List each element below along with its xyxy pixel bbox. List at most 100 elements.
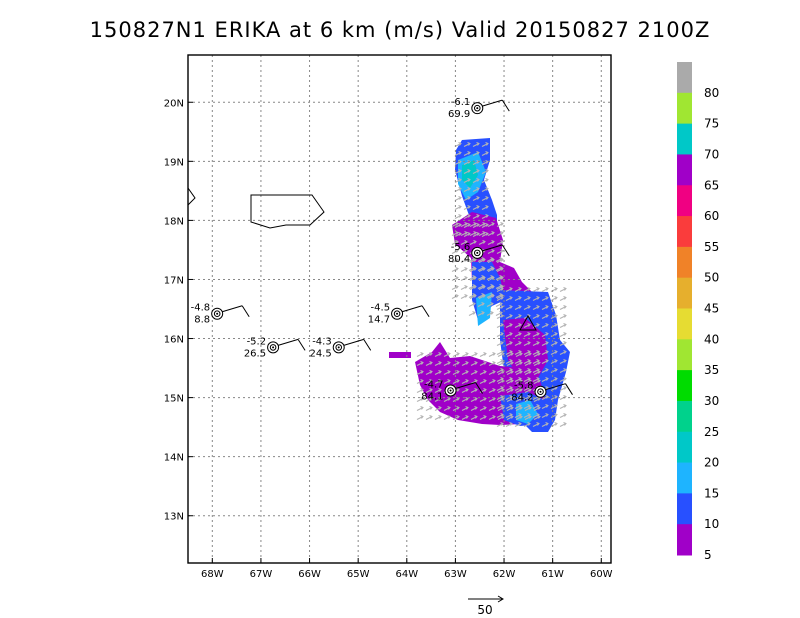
puerto-rico-outline [250, 194, 325, 229]
station-top-value: -5.6 [451, 242, 471, 253]
wind-vector [559, 422, 567, 427]
station-center-dot [272, 346, 275, 349]
wind-vector [524, 370, 532, 375]
wind-vector [533, 370, 541, 375]
wind-vector [425, 379, 433, 384]
wind-vector [481, 151, 489, 156]
wind-vector [454, 205, 462, 210]
wind-vector [505, 341, 513, 346]
station-bottom-value: 80.4 [448, 254, 470, 265]
wind-vector [472, 142, 480, 147]
wind-vector [416, 415, 424, 420]
wind-vector [479, 379, 487, 384]
wind-vector [496, 287, 504, 292]
wind-vector [434, 352, 442, 357]
wind-vector [425, 415, 433, 420]
lon-tick-label: 68W [201, 569, 224, 580]
wind-vector [469, 231, 477, 236]
colorbar-label: 75 [704, 117, 719, 131]
wind-vector [505, 422, 513, 427]
wind-vector [451, 231, 459, 236]
wind-vector [477, 311, 485, 316]
wind-vector [451, 285, 459, 290]
wind-vector [541, 323, 549, 328]
wind-vector [460, 249, 468, 254]
lat-tick-label: 13N [164, 512, 184, 523]
wind-vector [550, 368, 558, 373]
wind-vector [532, 332, 540, 337]
station-plots: -6.169.9-5.680.4-4.88.8-5.226.5-4.324.5-… [191, 97, 573, 404]
colorbar-label: 15 [704, 486, 719, 500]
wind-vector [506, 415, 514, 420]
wind-vector [532, 287, 540, 292]
station-center-dot [476, 251, 479, 254]
reference-vector-arrowhead [497, 595, 504, 603]
hispaniola-edge-outline [188, 187, 196, 206]
station-circle-inner [335, 344, 343, 351]
wind-vector [515, 370, 523, 375]
wind-vector [497, 397, 505, 402]
wind-vector [470, 379, 478, 384]
wind-vector [472, 187, 480, 192]
station-circle-inner [473, 104, 481, 112]
wind-vector [479, 415, 487, 420]
wind-vector [478, 222, 486, 227]
station-plot: -4.784.1 [421, 380, 483, 403]
wind-vector [550, 350, 558, 355]
wind-vector [506, 361, 514, 366]
wind-vector [496, 222, 504, 227]
wind-vector [541, 350, 549, 355]
wind-vector [481, 178, 489, 183]
wind-vector [514, 314, 522, 319]
wind-vector [477, 266, 485, 271]
lat-tick-label: 15N [164, 394, 184, 405]
wind-vector [514, 287, 522, 292]
station-circle-inner [393, 310, 401, 318]
station-bottom-value: 14.7 [368, 315, 390, 326]
wind-vector [514, 323, 522, 328]
wind-vector [486, 311, 494, 316]
colorbar-swatch [677, 92, 692, 125]
colorbar-label: 50 [704, 271, 719, 285]
wind-vector [506, 397, 514, 402]
wind-vector [488, 379, 496, 384]
wind-vector [514, 341, 522, 346]
colorbar-swatch [677, 462, 692, 494]
station-bottom-value: 26.5 [244, 348, 266, 359]
wind-vector [505, 323, 513, 328]
station-circle-inner [213, 310, 221, 318]
colorbar-label: 20 [704, 456, 719, 470]
lon-tick-label: 67W [250, 569, 273, 580]
wind-vector [523, 323, 531, 328]
wind-vector [463, 205, 471, 210]
colorbar-swatch [677, 431, 692, 464]
wind-vector [481, 196, 489, 201]
wind-vector [506, 370, 514, 375]
wind-vector [461, 415, 469, 420]
wind-vector [550, 404, 558, 409]
wind-vector [479, 361, 487, 366]
wind-vector [497, 352, 505, 357]
wind-vector [454, 223, 462, 228]
station-barb [343, 338, 364, 346]
wind-vector [460, 240, 468, 245]
wind-vector [470, 370, 478, 375]
wind-vector [452, 379, 460, 384]
station-barb [455, 382, 476, 389]
wind-vector [550, 287, 558, 292]
wind-vector [452, 370, 460, 375]
wind-vector [541, 368, 549, 373]
wind-vector [541, 377, 549, 382]
wind-vector [468, 302, 476, 307]
wind-vector [434, 370, 442, 375]
station-top-value: -4.5 [371, 303, 391, 314]
wind-vector [468, 311, 476, 316]
lon-tick-label: 65W [347, 569, 370, 580]
wind-vector [515, 415, 523, 420]
wind-vector [523, 296, 531, 301]
station-barb [482, 99, 503, 107]
wind-vector [477, 257, 485, 262]
colorbar-swatch [677, 524, 692, 556]
colorbar-label: 5 [704, 548, 712, 562]
wind-vector [496, 341, 504, 346]
